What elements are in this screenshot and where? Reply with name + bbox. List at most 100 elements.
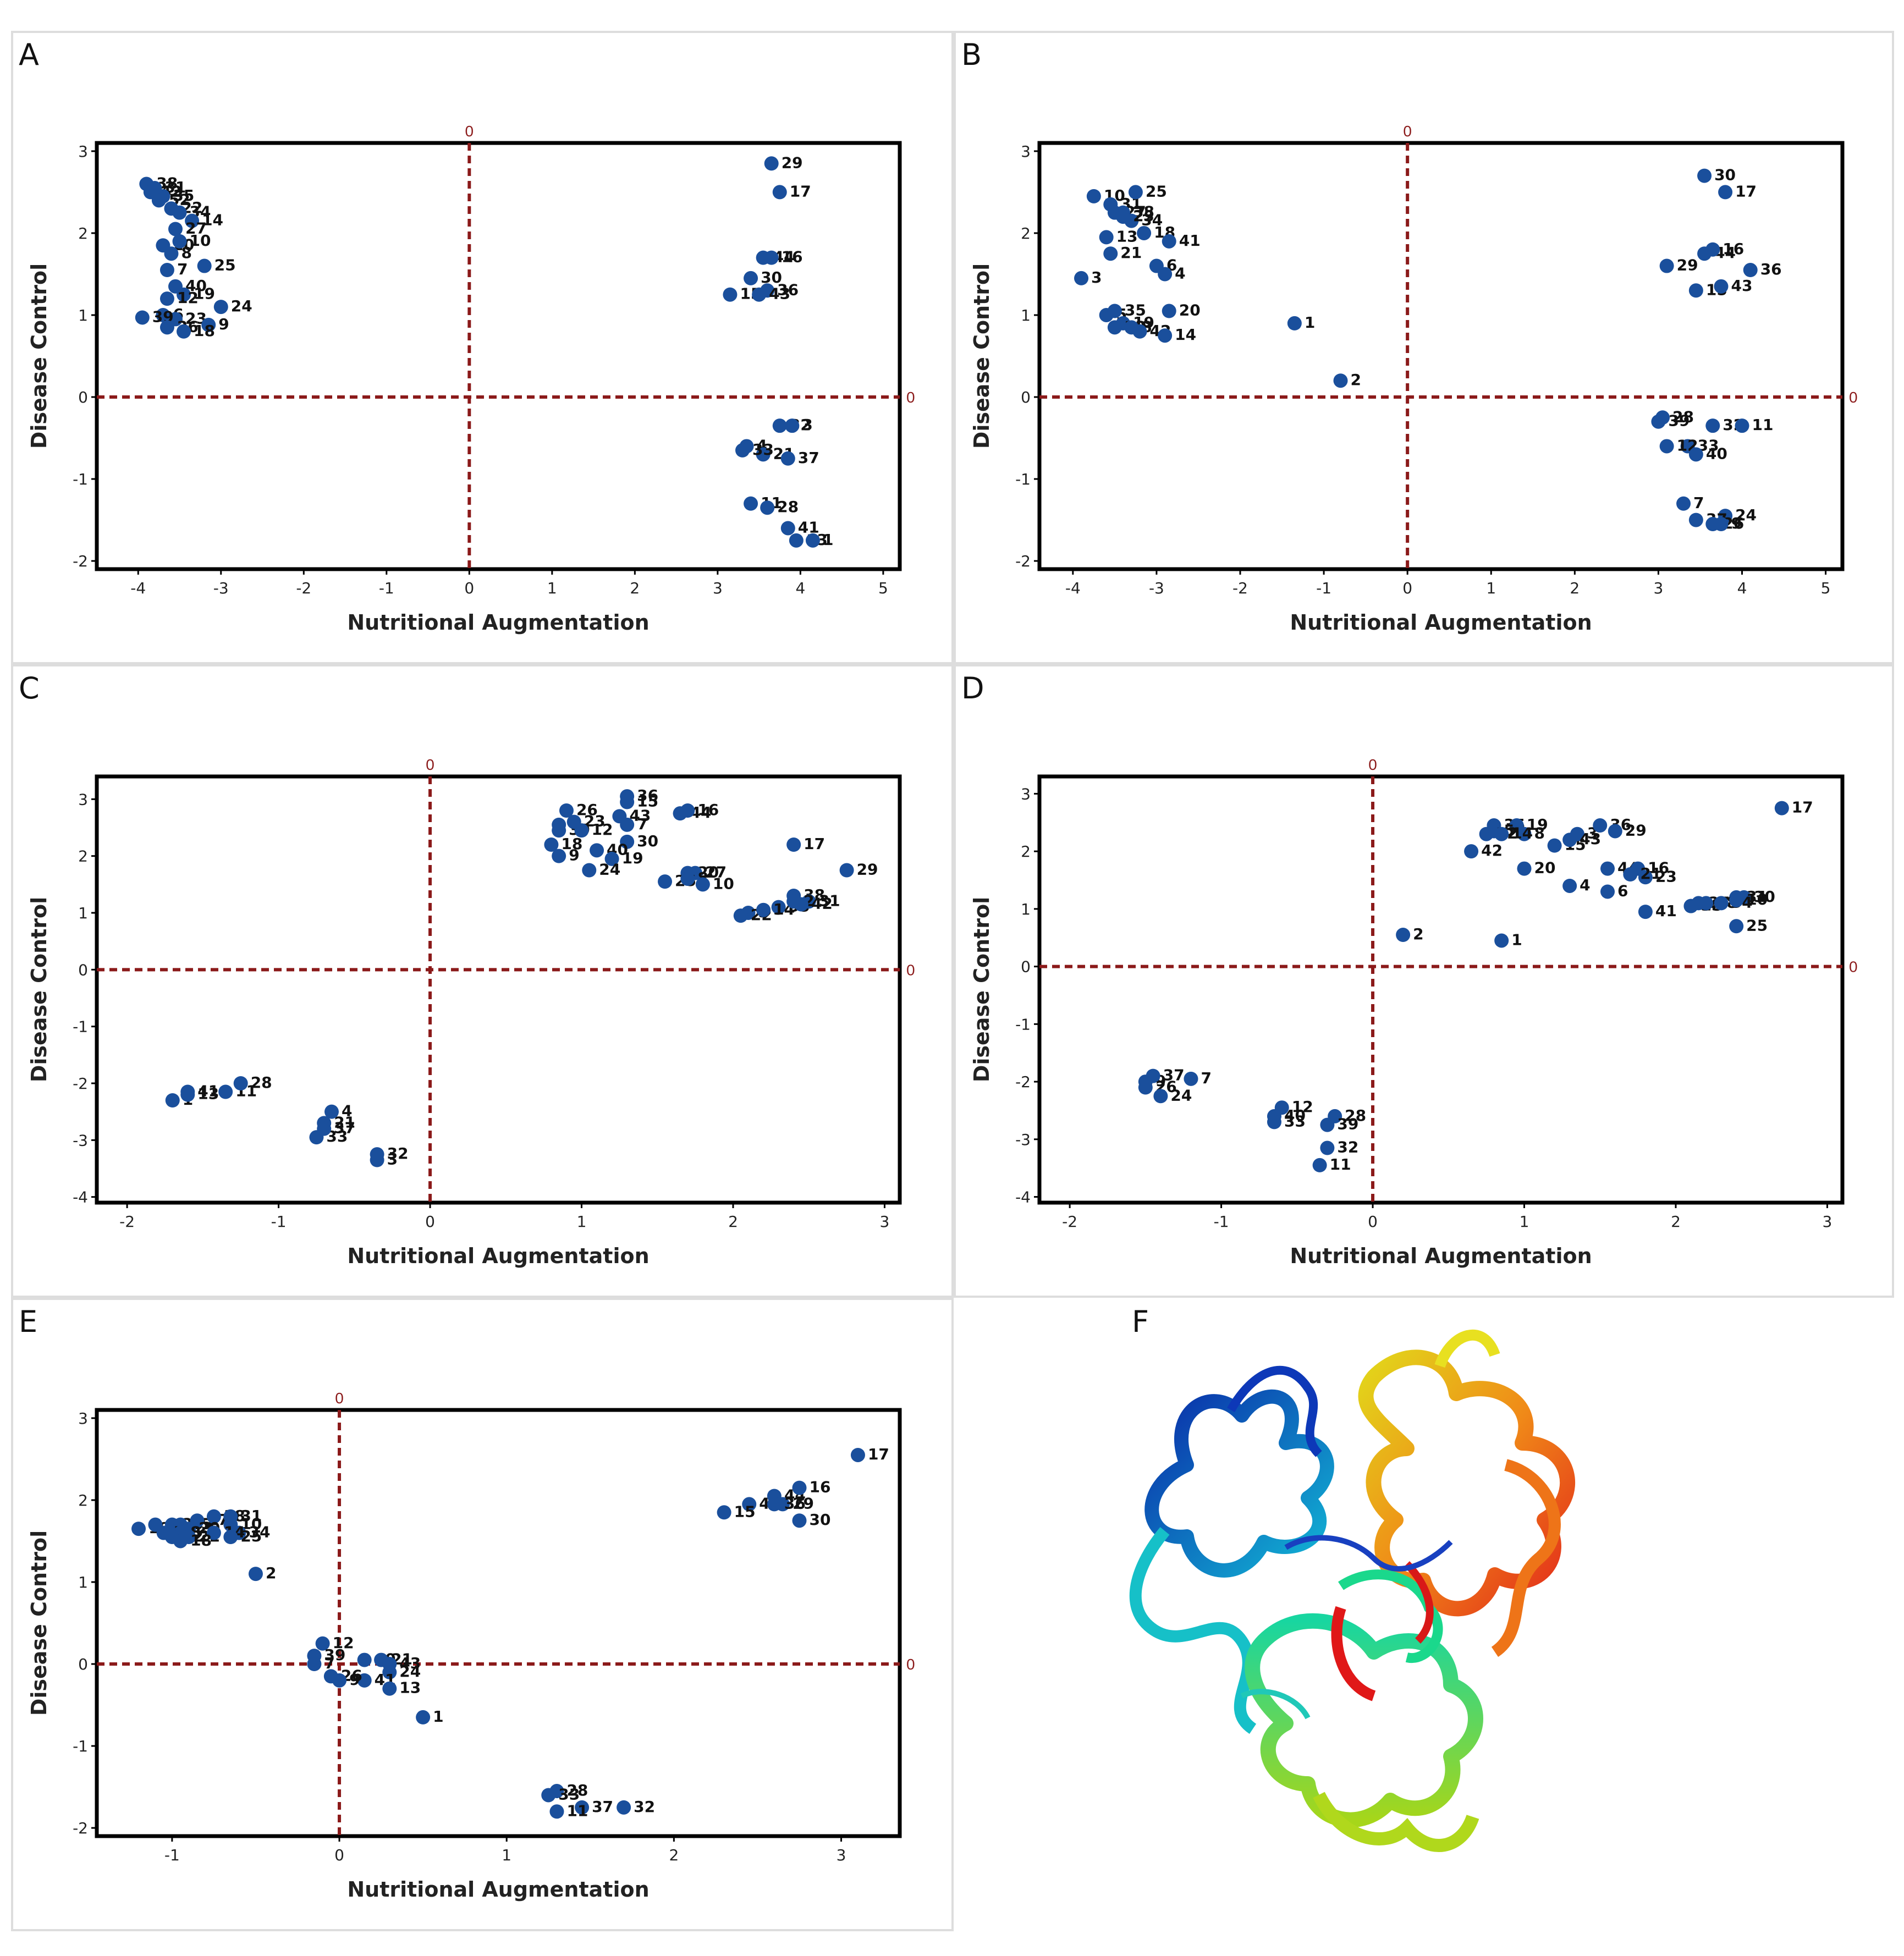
data-point <box>792 1480 807 1495</box>
data-point-label: 11 <box>1752 416 1774 434</box>
x-tick-label: -2 <box>1062 1213 1077 1231</box>
x-tick-label: 2 <box>1671 1213 1681 1231</box>
data-point <box>1128 185 1143 200</box>
y-tick-label: 3 <box>78 142 88 161</box>
data-point <box>1107 320 1122 335</box>
x-tick-label: 2 <box>669 1846 679 1864</box>
data-point-label: 17 <box>1792 798 1813 817</box>
x-axis-title: Nutritional Augmentation <box>347 1877 649 1902</box>
plot-frame <box>95 774 902 1205</box>
x-tick-label: 4 <box>795 579 805 597</box>
panel-d: D 0 0 -2 -1 0 1 2 3 -4 -3 -2 -1 0 1 2 3 Nutritional Augm… <box>954 664 1894 1298</box>
data-point-label: 12 <box>177 289 199 307</box>
data-point-label: 3 <box>387 1150 398 1169</box>
data-point <box>767 1497 782 1512</box>
data-point-label: 13 <box>399 1679 421 1697</box>
data-point-label: 28 <box>566 1781 588 1799</box>
x-tick-label: 5 <box>1821 579 1831 597</box>
y-tick-label: 0 <box>1021 388 1031 406</box>
y-tick-label: -4 <box>73 1188 88 1206</box>
data-point-label: 4 <box>342 1102 352 1120</box>
data-point <box>172 234 187 249</box>
data-point-label: 10 <box>713 874 734 892</box>
data-point <box>1479 827 1494 841</box>
data-point <box>658 874 673 889</box>
data-point <box>1683 899 1698 913</box>
data-point <box>541 1788 556 1803</box>
data-point-label: 27 <box>705 863 727 881</box>
data-point <box>1162 304 1176 318</box>
y-axis-title: Disease Control <box>27 897 51 1082</box>
data-point <box>1320 1140 1335 1155</box>
data-point <box>590 843 604 858</box>
data-point <box>151 193 166 208</box>
data-point <box>617 1800 631 1815</box>
data-point <box>1184 1071 1198 1086</box>
data-point-label: 40 <box>1284 1106 1306 1125</box>
y-tick-label: -2 <box>1015 552 1031 570</box>
data-point <box>1699 896 1714 911</box>
data-point <box>1099 230 1114 245</box>
x-tick-label: 3 <box>1654 579 1664 597</box>
data-point-label: 1 <box>433 1707 443 1726</box>
data-point <box>839 863 854 878</box>
data-point-label: 41 <box>1655 902 1677 920</box>
data-point <box>1158 328 1173 343</box>
data-point <box>382 1681 397 1696</box>
x-tick-label: 2 <box>1570 579 1580 597</box>
data-point <box>1312 1158 1327 1172</box>
data-point <box>197 258 212 273</box>
data-point-label: 14 <box>202 211 223 229</box>
y-axis-title: Disease Control <box>27 263 51 449</box>
panel-letter-a: A <box>19 37 39 72</box>
y-tick-label: -1 <box>1015 470 1031 488</box>
data-point-label: 14 <box>1175 326 1196 344</box>
x-tick-label: 5 <box>878 579 888 597</box>
zero-label-top: 0 <box>1403 123 1412 140</box>
y-tick-label: 3 <box>78 790 88 808</box>
x-tick-label: 0 <box>1368 1213 1378 1231</box>
data-point-label: 40 <box>1706 444 1727 462</box>
data-point <box>164 246 179 261</box>
data-point <box>772 418 787 433</box>
data-point <box>416 1710 431 1724</box>
data-point-label: 15 <box>637 792 658 811</box>
data-point-label: 41 <box>1179 232 1201 250</box>
data-point-label: 21 <box>1640 864 1661 883</box>
y-tick-label: 2 <box>1021 224 1031 243</box>
zero-label-right: 0 <box>1849 958 1858 976</box>
data-point-label: 7 <box>637 815 647 833</box>
data-point-label: 15 <box>734 1502 756 1520</box>
data-point-label: 34 <box>249 1523 271 1541</box>
panel-b: B 0 0 -4 -3 -2 -1 0 1 2 3 4 5 -2 -1 0 1 2 3 Nutritional Au… <box>954 31 1894 664</box>
data-point <box>370 1153 384 1167</box>
data-point-label: 25 <box>1746 916 1768 934</box>
data-point-label: 18 <box>194 322 215 340</box>
data-point <box>1600 861 1615 876</box>
data-point <box>771 900 786 914</box>
data-point-label: 29 <box>782 153 803 172</box>
data-point <box>1162 234 1176 249</box>
data-point <box>248 1567 263 1582</box>
x-tick-label: -4 <box>130 579 146 597</box>
data-point-label: 16 <box>1723 240 1744 258</box>
data-point-label: 32 <box>634 1798 655 1816</box>
data-point <box>131 1522 146 1536</box>
data-point-label: 1 <box>1511 930 1522 949</box>
data-point <box>1729 919 1744 934</box>
data-point <box>1774 801 1789 816</box>
data-point-label: 30 <box>637 832 658 850</box>
data-point <box>582 863 597 878</box>
data-point-label: 12 <box>1292 1098 1313 1116</box>
data-point <box>1267 1115 1281 1129</box>
data-point <box>1714 279 1729 294</box>
x-tick-label: -4 <box>1065 579 1081 597</box>
data-point-label: 6 <box>1617 881 1628 900</box>
data-point-label: 37 <box>798 449 819 467</box>
data-point <box>792 1513 807 1528</box>
y-tick-label: 0 <box>78 388 88 406</box>
data-point <box>680 803 695 818</box>
data-point <box>177 324 191 339</box>
x-tick-label: -2 <box>119 1213 135 1231</box>
data-point <box>549 1804 564 1819</box>
